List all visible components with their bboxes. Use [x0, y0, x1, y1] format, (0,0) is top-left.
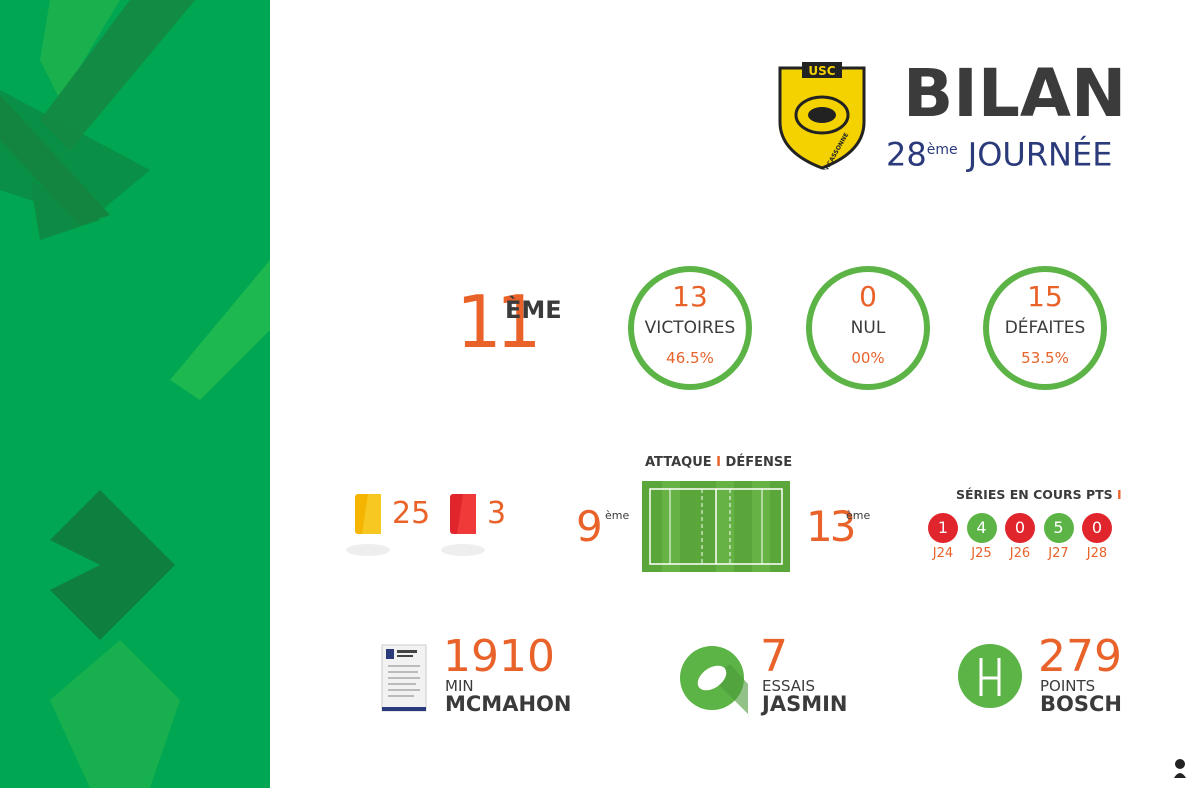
player-value: 7: [760, 631, 788, 682]
record-count: 15: [1027, 280, 1063, 313]
ball-icon: [680, 646, 748, 714]
side-panel: [0, 0, 270, 788]
player-value: 1910: [443, 631, 555, 682]
sheet-icon: [381, 644, 427, 712]
round-suffix: ème: [926, 142, 958, 158]
ranking-suffix: ÈME: [505, 296, 562, 324]
streak-title-text: SÉRIES EN COURS PTS: [956, 487, 1113, 502]
cards-icons: [346, 494, 485, 556]
logo-initials: USC: [808, 64, 835, 78]
red-cards: 3: [487, 496, 507, 531]
attack-defense-title: ATTAQUE I DÉFENSE: [645, 455, 793, 470]
streak-points: 0: [1082, 513, 1112, 543]
record-ring: [628, 266, 752, 390]
record-percent: 53.5%: [1021, 349, 1069, 367]
defense-title: DÉFENSE: [725, 455, 793, 470]
player-unit: MIN: [445, 677, 474, 695]
record-ring: [983, 266, 1107, 390]
streak-round: J24: [932, 546, 954, 561]
record-label: VICTOIRES: [644, 318, 736, 338]
player-name: BOSCH: [1040, 692, 1122, 716]
streak-round: J26: [1009, 546, 1031, 561]
player-name: JASMIN: [762, 692, 848, 716]
streak-points: 0: [1005, 513, 1035, 543]
record-label: NUL: [850, 318, 886, 338]
streak-round: J28: [1086, 546, 1108, 561]
streak-title: SÉRIES EN COURS PTS I: [956, 487, 1122, 502]
streak-points: 5: [1043, 513, 1074, 543]
yellow-cards: 25: [392, 496, 431, 531]
attack-title: ATTAQUE: [645, 455, 712, 470]
record-count: 0: [859, 280, 877, 313]
streak-round: J27: [1048, 546, 1069, 561]
club-logo: USC CARCASSONNE: [778, 62, 866, 170]
player-value: 279: [1038, 631, 1122, 682]
round-number: 28: [886, 135, 927, 174]
round-label: JOURNÉE: [967, 135, 1113, 174]
record-percent: 00%: [851, 349, 885, 367]
player-unit: POINTS: [1040, 677, 1096, 695]
streak-points: 1: [928, 513, 958, 543]
record-label: DÉFAITES: [1004, 318, 1086, 338]
streak-points: 4: [966, 513, 997, 543]
record-percent: 46.5%: [666, 349, 714, 367]
defense-rank: 13: [806, 502, 856, 551]
player-name: MCMAHON: [445, 692, 572, 716]
attack-rank: 9: [576, 502, 603, 551]
streak-round: J25: [971, 546, 992, 561]
round: 28ème JOURNÉE: [886, 130, 1112, 175]
player-unit: ESSAIS: [762, 677, 816, 695]
ranking-position: 11: [456, 280, 542, 364]
record-count: 13: [672, 280, 708, 313]
record-ring: [806, 266, 930, 390]
goal-icon: [958, 644, 1022, 708]
pitch: [642, 481, 790, 572]
attack-suffix: ème: [605, 509, 630, 522]
author-icon: [1174, 759, 1186, 778]
title: BILAN: [903, 55, 1127, 132]
defense-suffix: ème: [846, 509, 871, 522]
